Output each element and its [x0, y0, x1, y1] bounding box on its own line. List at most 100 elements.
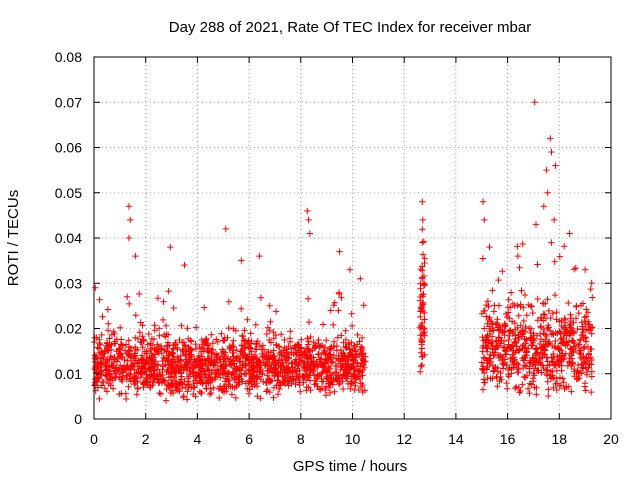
data-point: [572, 315, 580, 322]
data-point: [155, 379, 162, 386]
data-point: [506, 364, 513, 371]
data-point: [198, 336, 205, 344]
data-point: [543, 372, 551, 379]
data-point: [238, 349, 246, 357]
data-point: [418, 361, 426, 369]
data-point: [529, 309, 536, 317]
data-point: [479, 255, 486, 262]
data-point: [127, 378, 134, 385]
data-point: [174, 344, 181, 351]
data-point: [281, 336, 288, 344]
data-point: [181, 364, 188, 371]
data-point: [315, 386, 323, 393]
y-tick-label: 0: [74, 411, 82, 427]
data-point: [276, 343, 283, 351]
data-point: [134, 378, 141, 385]
data-point: [330, 375, 337, 382]
data-point: [574, 325, 581, 333]
data-point: [241, 327, 248, 334]
data-point: [578, 319, 585, 326]
data-point: [102, 366, 110, 373]
data-point: [581, 317, 588, 325]
data-point: [132, 252, 139, 260]
data-point: [327, 351, 334, 358]
data-point: [540, 203, 547, 210]
data-point: [96, 349, 103, 357]
data-point: [110, 368, 117, 375]
data-point: [96, 336, 103, 343]
data-point: [253, 373, 260, 381]
data-point: [204, 362, 212, 370]
data-point: [304, 373, 311, 381]
data-point: [548, 148, 555, 156]
data-point: [532, 362, 539, 369]
data-point: [507, 304, 514, 311]
data-point: [311, 345, 318, 352]
data-point: [331, 388, 338, 395]
data-point: [326, 389, 334, 397]
data-point: [530, 370, 537, 377]
data-point: [160, 298, 167, 305]
data-point: [305, 346, 313, 353]
y-tick-label: 0.01: [55, 366, 82, 382]
data-point: [244, 316, 251, 323]
data-point: [121, 366, 128, 373]
data-point: [309, 360, 316, 368]
y-tick-label: 0.07: [55, 94, 82, 110]
data-point: [491, 302, 498, 309]
data-point: [582, 321, 589, 328]
data-point: [263, 330, 270, 338]
data-point: [273, 382, 280, 389]
data-point: [497, 340, 504, 347]
data-point: [125, 234, 133, 242]
data-point: [556, 346, 563, 353]
data-point: [515, 335, 523, 343]
data-point: [244, 385, 251, 392]
data-point: [544, 296, 551, 303]
data-point: [137, 319, 144, 326]
data-point: [91, 334, 98, 341]
data-point: [185, 373, 192, 380]
data-point: [576, 341, 583, 348]
data-point: [246, 366, 253, 373]
data-point: [567, 345, 574, 352]
data-point: [417, 349, 425, 356]
data-point: [150, 377, 157, 384]
data-point: [305, 338, 312, 345]
data-point: [567, 317, 574, 325]
data-point: [527, 335, 534, 342]
data-point: [272, 308, 280, 315]
data-point: [192, 345, 200, 352]
data-point: [183, 396, 191, 403]
data-point: [483, 366, 490, 373]
data-point: [545, 307, 553, 315]
data-point: [584, 309, 592, 316]
data-point: [160, 376, 167, 384]
data-point: [528, 381, 535, 388]
data-point: [266, 302, 273, 309]
data-point: [190, 390, 197, 398]
data-point: [322, 386, 329, 394]
data-point: [214, 338, 221, 345]
data-point: [543, 166, 550, 174]
data-point: [553, 386, 560, 394]
data-point: [140, 379, 148, 387]
data-point: [104, 347, 112, 354]
data-point: [561, 339, 569, 346]
data-point: [525, 301, 532, 309]
data-point: [345, 352, 352, 359]
data-point: [256, 343, 264, 350]
data-point: [421, 316, 428, 323]
data-point: [515, 368, 522, 376]
data-point: [517, 387, 524, 395]
data-point: [522, 349, 529, 356]
data-point: [547, 135, 554, 142]
data-point: [106, 335, 113, 342]
data-point: [328, 370, 335, 378]
data-point: [131, 343, 139, 351]
data-point: [572, 264, 579, 272]
data-point: [526, 390, 533, 397]
data-point: [583, 306, 590, 313]
data-point: [201, 304, 208, 311]
data-point: [285, 342, 292, 350]
